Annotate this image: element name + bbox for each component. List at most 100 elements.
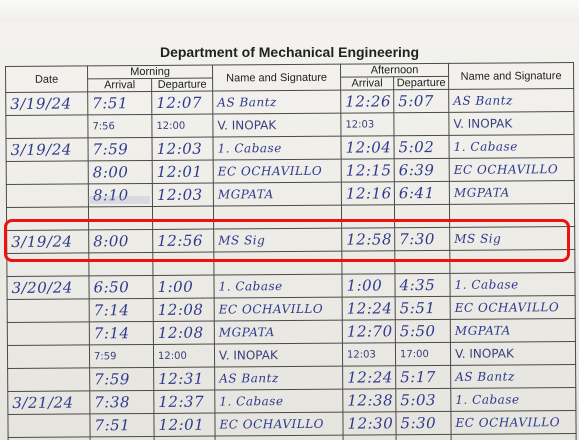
morning-departure-cell: 12:01 (152, 160, 214, 184)
morning-departure-cell: 12:00 (151, 114, 214, 138)
morning-arrival-cell: 6:50 (88, 275, 154, 299)
morning-signature-cell (215, 435, 344, 440)
afternoon-departure-cell: 5:02 (393, 135, 450, 159)
afternoon-signature-cell: 1. Cabase (450, 387, 576, 412)
afternoon-departure-cell: 6:39 (394, 158, 450, 182)
morning-signature-cell: 1. Cabase (213, 136, 342, 161)
page-title: Department of Mechanical Engineering (159, 44, 420, 60)
morning-signature-cell: AS Bantz (212, 90, 341, 115)
afternoon-signature-cell: V. INOPAK (448, 111, 575, 136)
date-cell (7, 413, 91, 438)
morning-departure-cell: 12:08 (153, 321, 215, 345)
afternoon-departure-cell: 5:50 (395, 319, 451, 343)
afternoon-signature-cell: AS Bantz (448, 88, 574, 113)
date-cell (7, 321, 90, 346)
header-morning-departure: Departure (151, 78, 213, 92)
afternoon-signature-cell: EC OCHAVILLO (449, 157, 575, 182)
morning-signature-cell: EC OCHAVILLO (213, 159, 342, 184)
morning-signature-cell: V. INOPAK (212, 113, 341, 138)
morning-arrival-cell: 7:59 (89, 344, 154, 368)
date-cell (6, 183, 89, 208)
afternoon-signature-cell: EC OCHAVILLO (450, 295, 576, 320)
date-cell: 3/21/24 (7, 390, 90, 415)
date-cell (7, 344, 90, 369)
highlight-box (4, 219, 570, 262)
morning-departure-cell: 12:00 (153, 344, 215, 368)
header-afternoon-arrival: Arrival (340, 76, 394, 91)
morning-arrival-cell: 8:00 (88, 160, 153, 184)
header-afternoon: Afternoon (340, 63, 449, 78)
afternoon-arrival-cell: 12:24 (342, 296, 396, 321)
morning-departure-cell: 1:00 (152, 275, 215, 299)
morning-arrival-cell: 7:59 (89, 367, 154, 391)
afternoon-departure-cell (396, 434, 452, 440)
morning-arrival-cell: 7:59 (88, 137, 153, 161)
afternoon-departure-cell: 6:41 (394, 181, 450, 205)
date-cell (7, 367, 90, 392)
morning-arrival-cell: 7:14 (89, 298, 154, 322)
afternoon-departure-cell: 4:35 (394, 273, 451, 297)
date-cell: 3/19/24 (5, 91, 88, 116)
afternoon-arrival-cell: 1:00 (341, 273, 396, 298)
afternoon-signature-cell (451, 433, 577, 440)
header-afternoon-signature: Name and Signature (448, 62, 574, 90)
afternoon-departure-cell: 5:03 (395, 388, 451, 412)
afternoon-signature-cell: MGPATA (449, 180, 575, 205)
paper-fold (0, 0, 579, 22)
header-morning: Morning (87, 65, 213, 79)
afternoon-arrival-cell: 12:15 (341, 158, 395, 183)
ink-smudge (88, 196, 150, 204)
morning-departure-cell: 12:37 (153, 390, 215, 414)
afternoon-arrival-cell: 12:26 (340, 89, 394, 114)
morning-arrival-cell: 7:51 (89, 413, 155, 437)
afternoon-departure-cell: 17:00 (395, 342, 451, 366)
morning-arrival-cell: 7:14 (89, 321, 154, 345)
morning-departure-cell: 12:07 (151, 91, 213, 115)
date-cell: 3/19/24 (6, 137, 89, 162)
morning-signature-cell: EC OCHAVILLO (214, 412, 344, 437)
date-cell (6, 160, 89, 185)
afternoon-arrival-cell: 12:04 (340, 135, 395, 160)
afternoon-departure-cell: 5:17 (395, 365, 451, 389)
morning-signature-cell: AS Bantz (214, 366, 343, 391)
morning-departure-cell: 12:31 (153, 367, 215, 391)
afternoon-departure-cell: 5:07 (393, 89, 449, 113)
afternoon-arrival-cell: 12:03 (340, 112, 394, 137)
date-cell (7, 298, 90, 323)
date-cell (5, 114, 89, 139)
afternoon-arrival-cell: 12:03 (342, 342, 396, 367)
afternoon-departure-cell: 5:51 (395, 296, 451, 320)
morning-departure-cell: 12:03 (152, 137, 214, 161)
morning-departure-cell (154, 436, 216, 440)
afternoon-signature-cell: V. INOPAK (450, 341, 576, 366)
afternoon-departure-cell (393, 112, 450, 136)
morning-signature-cell: EC OCHAVILLO (214, 297, 343, 322)
morning-arrival-cell: 7:51 (87, 91, 152, 115)
header-afternoon-departure: Departure (393, 76, 449, 90)
morning-arrival-cell (90, 436, 155, 440)
afternoon-signature-cell: MGPATA (450, 318, 576, 343)
morning-departure-cell: 12:03 (152, 183, 214, 207)
morning-signature-cell: 1. Cabase (213, 274, 343, 299)
header-morning-signature: Name and Signature (212, 64, 341, 92)
morning-arrival-cell: 7:56 (87, 114, 153, 138)
header-date: Date (5, 65, 88, 93)
afternoon-departure-cell: 5:30 (395, 411, 452, 435)
header-morning-arrival: Arrival (87, 78, 152, 92)
afternoon-arrival-cell: 12:38 (342, 388, 396, 413)
morning-departure-cell: 12:01 (153, 413, 216, 437)
morning-signature-cell: MGPATA (213, 182, 342, 207)
afternoon-signature-cell: 1. Cabase (449, 134, 575, 159)
morning-signature-cell: MGPATA (214, 320, 343, 345)
afternoon-signature-cell: EC OCHAVILLO (450, 410, 577, 435)
date-cell: 3/20/24 (6, 275, 90, 300)
table-body: 3/19/24 7:51 12:07 AS Bantz 12:26 5:07 AS Bant… (5, 88, 577, 440)
afternoon-arrival-cell: 12:70 (342, 319, 396, 344)
morning-arrival-cell: 7:38 (89, 390, 154, 414)
morning-signature-cell: 1. Cabase (214, 389, 343, 414)
afternoon-arrival-cell: 12:30 (342, 411, 397, 436)
afternoon-arrival-cell: 12:24 (342, 365, 396, 390)
morning-departure-cell: 12:08 (153, 298, 215, 322)
afternoon-arrival-cell (343, 434, 397, 440)
